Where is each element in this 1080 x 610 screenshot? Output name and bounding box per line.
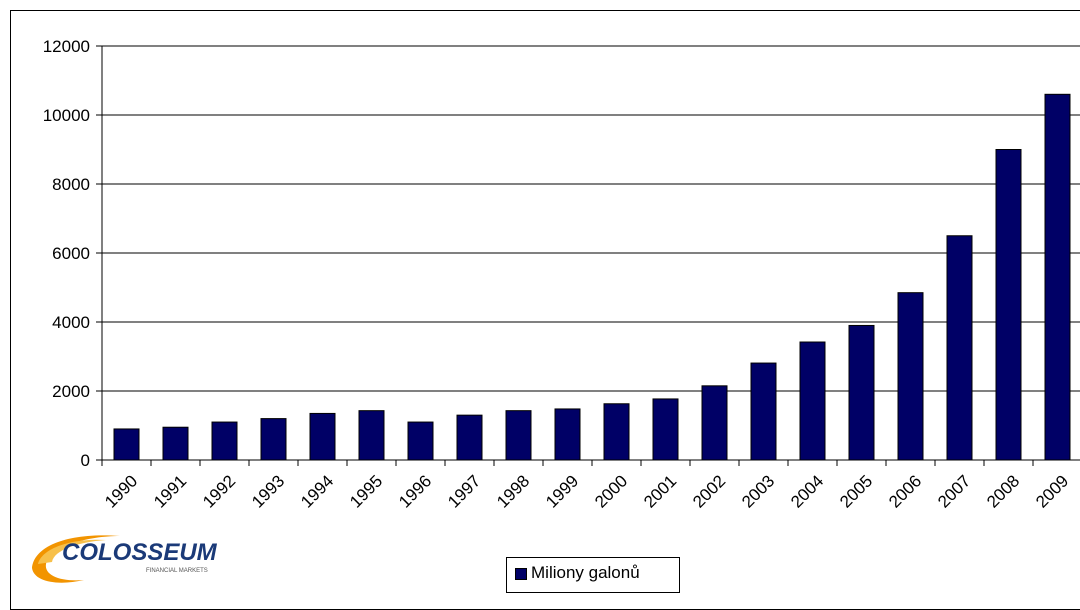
bar-1997	[456, 414, 483, 461]
x-tick-label: 1992	[199, 471, 239, 511]
x-tick-label: 2007	[934, 471, 974, 511]
bar-chart: 0 2000 4000 6000 8000 10000 12000 1990 1991 1992…	[43, 37, 1080, 512]
y-tick-label: 2000	[52, 382, 90, 401]
x-tick-labels: 1990 1991 1992 1993 1994 1995 1996 1997 1998 1999…	[101, 471, 1072, 511]
colosseum-logo: COLOSSEUM FINANCIAL MARKETS	[28, 528, 248, 588]
x-tick-label: 1993	[248, 471, 288, 511]
logo-subtext: FINANCIAL MARKETS	[146, 568, 208, 574]
bar-1999	[554, 408, 581, 461]
y-tick-label: 8000	[52, 175, 90, 194]
bar-1995	[358, 410, 385, 461]
x-tick-label: 2000	[591, 471, 631, 511]
grid-lines	[102, 45, 1080, 392]
bar-1994	[309, 412, 336, 461]
bar-1998	[505, 410, 532, 461]
y-tick-label: 12000	[43, 37, 90, 56]
x-tick-label: 1997	[444, 471, 484, 511]
bar-1993	[260, 418, 287, 461]
bar-2004	[799, 341, 826, 461]
bars	[113, 93, 1071, 461]
legend-swatch	[515, 568, 527, 580]
logo-swoosh-icon: COLOSSEUM FINANCIAL MARKETS	[32, 535, 218, 583]
legend-label: Miliony galonů	[531, 563, 640, 582]
axes	[96, 45, 1080, 466]
x-tick-label: 2008	[983, 471, 1023, 511]
x-tick-label: 2003	[738, 471, 778, 511]
x-tick-label: 2006	[885, 471, 925, 511]
x-tick-label: 1990	[101, 471, 141, 511]
logo-wordmark: COLOSSEUM	[62, 539, 218, 566]
bar-2007	[946, 235, 973, 461]
x-tick-label: 1991	[150, 471, 190, 511]
y-tick-label: 4000	[52, 313, 90, 332]
x-tick-label: 2005	[836, 471, 876, 511]
bar-2006	[897, 292, 924, 461]
bar-2008	[995, 149, 1022, 461]
bar-2000	[603, 403, 630, 461]
bar-1992	[211, 421, 238, 461]
bar-1996	[407, 421, 434, 461]
bar-2002	[701, 385, 728, 461]
x-tick-label: 1998	[493, 471, 533, 511]
bar-2009	[1044, 93, 1071, 461]
legend: Miliony galonů	[506, 557, 680, 593]
y-tick-label: 0	[81, 451, 90, 470]
y-tick-labels: 0 2000 4000 6000 8000 10000 12000	[43, 37, 90, 470]
x-tick-label: 2002	[689, 471, 729, 511]
x-tick-label: 1995	[346, 471, 386, 511]
bar-2005	[848, 324, 875, 461]
bar-2003	[750, 362, 777, 461]
bar-1991	[162, 426, 189, 461]
x-tick-label: 1994	[297, 471, 337, 511]
y-tick-label: 6000	[52, 244, 90, 263]
x-tick-label: 2004	[787, 471, 827, 511]
bar-2001	[652, 398, 679, 461]
x-tick-label: 1999	[542, 471, 582, 511]
bar-1990	[113, 428, 140, 461]
x-tick-label: 2009	[1032, 471, 1072, 511]
y-tick-label: 10000	[43, 106, 90, 125]
x-tick-label: 1996	[395, 471, 435, 511]
x-tick-label: 2001	[640, 471, 680, 511]
